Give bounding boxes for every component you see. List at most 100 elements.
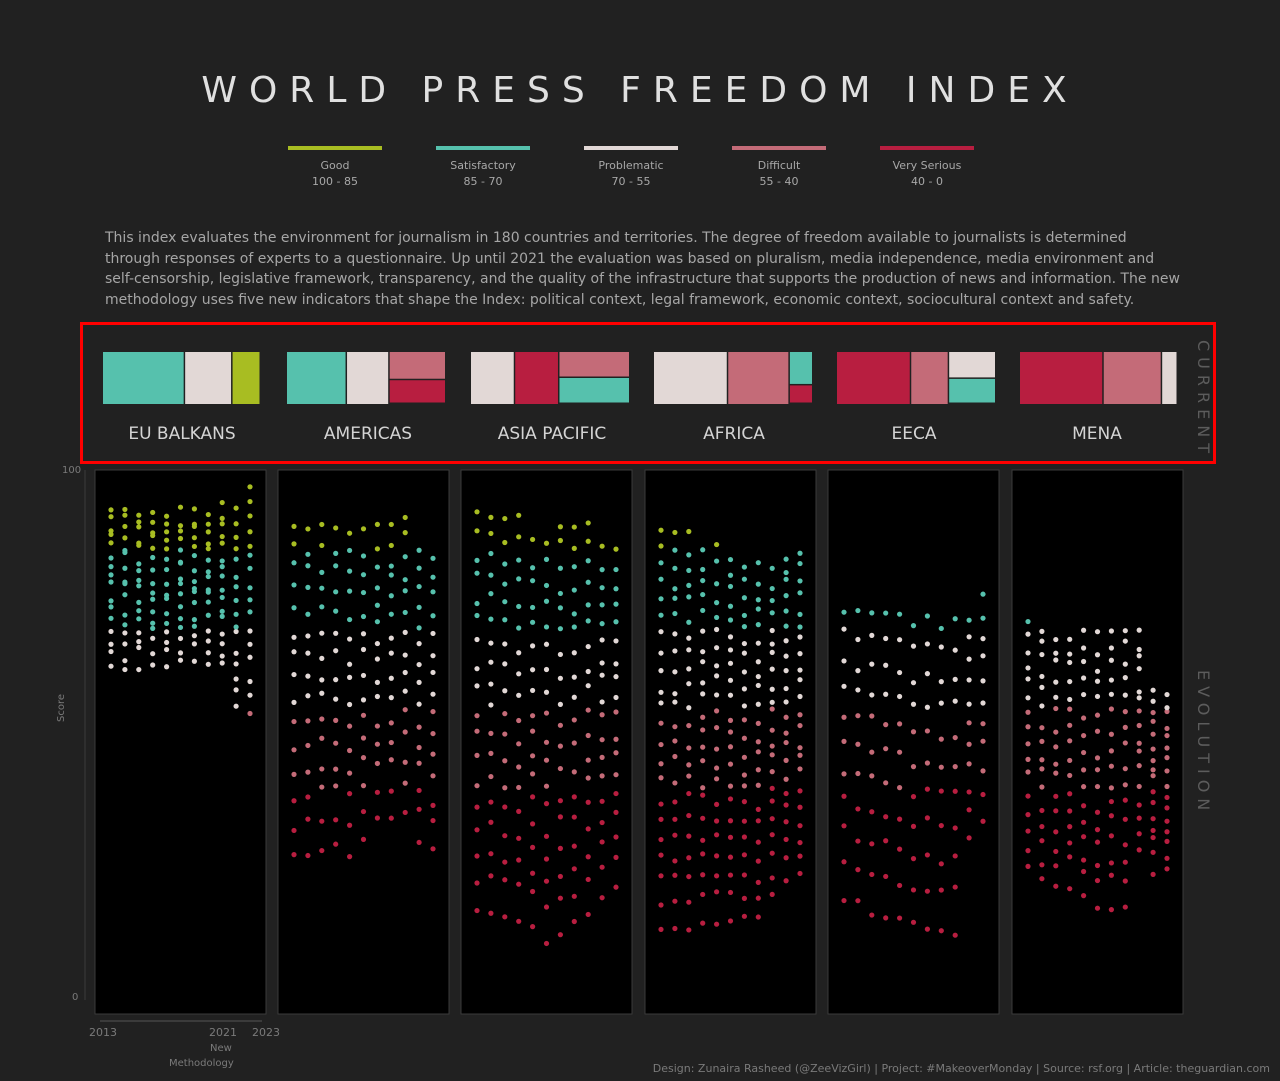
dot-mena-2015	[1053, 808, 1059, 814]
dot-africa-2021	[769, 649, 775, 656]
dot-eu-balkans-2018	[177, 650, 184, 656]
dot-africa-2022	[783, 569, 789, 576]
dot-mena-2020	[1122, 782, 1128, 788]
dot-asia-pacific-2014	[488, 616, 494, 622]
dot-eeca-2013	[841, 897, 847, 904]
dot-eu-balkans-2015	[136, 519, 142, 525]
region-label-asia-pacific[interactable]: ASIA PACIFIC	[497, 424, 607, 444]
dot-asia-pacific-2023	[613, 790, 619, 797]
dot-eu-balkans-2020	[205, 569, 211, 575]
dot-eu-balkans-2018	[177, 591, 184, 597]
dot-africa-2019	[741, 669, 748, 675]
dot-mena-2023	[1164, 855, 1170, 861]
dot-eu-balkans-2017	[164, 592, 170, 598]
dot-mena-2016	[1067, 757, 1073, 764]
region-label-mena[interactable]: MENA	[1072, 424, 1122, 444]
dot-africa-2017	[714, 692, 720, 698]
dot-asia-pacific-2022	[599, 621, 605, 627]
dot-eu-balkans-2021	[219, 573, 225, 579]
dot-eu-balkans-2019	[191, 568, 197, 574]
dot-asia-pacific-2020	[571, 717, 577, 723]
dot-mena-2022	[1150, 687, 1156, 693]
dot-africa-2017	[714, 673, 720, 679]
dot-asia-pacific-2021	[585, 538, 591, 544]
dot-africa-2022	[783, 739, 789, 746]
dot-asia-pacific-2023	[613, 661, 619, 667]
dot-eeca-2015	[869, 632, 875, 638]
dot-eeca-2018	[910, 701, 917, 707]
dot-asia-pacific-2023	[613, 750, 619, 756]
dot-africa-2013	[658, 700, 664, 706]
dot-eu-balkans-2017	[164, 664, 170, 670]
dot-africa-2021	[769, 816, 775, 822]
dot-africa-2019	[741, 703, 748, 709]
dot-mena-2017	[1081, 732, 1087, 739]
dot-americas-2019	[374, 619, 380, 625]
dot-asia-pacific-2018	[543, 689, 550, 695]
dot-asia-pacific-2017	[530, 604, 536, 611]
dot-asia-pacific-2018	[543, 641, 550, 647]
dot-eeca-2020	[938, 625, 944, 632]
dot-mena-2015	[1053, 848, 1059, 855]
dot-africa-2016	[700, 744, 706, 750]
dot-mena-2013	[1025, 828, 1031, 834]
dot-mena-2023	[1164, 725, 1170, 732]
dot-eeca-2021	[952, 698, 958, 704]
treemap-asia-pacific	[471, 352, 629, 404]
dot-eeca-2022	[966, 761, 972, 767]
dot-mena-2015	[1053, 650, 1059, 656]
dot-asia-pacific-2014	[488, 640, 494, 646]
dot-africa-2018	[727, 660, 734, 666]
dot-asia-pacific-2023	[613, 546, 619, 552]
dot-americas-2018	[360, 808, 367, 815]
dot-americas-2016	[333, 525, 339, 531]
dot-eeca-2016	[883, 691, 889, 697]
dot-africa-2023	[797, 712, 803, 718]
dot-africa-2021	[769, 565, 775, 571]
dot-africa-2019	[741, 640, 748, 647]
dot-asia-pacific-2018	[543, 757, 550, 763]
dot-asia-pacific-2017	[530, 771, 536, 777]
dot-africa-2021	[769, 610, 775, 616]
dot-eeca-2020	[938, 700, 944, 706]
dot-africa-2017	[714, 818, 720, 824]
dot-africa-2013	[658, 596, 664, 602]
dot-asia-pacific-2014	[488, 550, 494, 557]
dot-eu-balkans-2022	[233, 661, 239, 667]
dot-mena-2014	[1039, 673, 1045, 680]
legend-range-problematic: 70 - 55	[611, 175, 651, 188]
dot-africa-2018	[727, 744, 734, 750]
dot-eu-balkans-2015	[136, 577, 142, 583]
evolution-panel-americas	[277, 469, 450, 1015]
dot-asia-pacific-2016	[516, 857, 522, 863]
dot-mena-2023	[1164, 829, 1170, 835]
dot-asia-pacific-2018	[543, 833, 550, 839]
dot-mena-2017	[1081, 627, 1087, 633]
dot-africa-2021	[769, 832, 775, 838]
dot-asia-pacific-2016	[516, 557, 522, 563]
dot-eu-balkans-2015	[136, 568, 142, 574]
dot-africa-2019	[741, 799, 748, 805]
dot-americas-2017	[347, 791, 353, 797]
dot-asia-pacific-2020	[571, 624, 577, 630]
dot-mena-2015	[1053, 694, 1059, 700]
dot-eeca-2017	[897, 785, 903, 791]
dot-africa-2014	[672, 753, 678, 760]
region-label-eu-balkans[interactable]: EU BALKANS	[128, 424, 236, 444]
dot-asia-pacific-2018	[543, 801, 550, 807]
dot-africa-2016	[700, 714, 706, 720]
dot-mena-2021	[1136, 627, 1142, 633]
dot-eeca-2013	[841, 738, 847, 744]
region-label-africa[interactable]: AFRICA	[703, 424, 765, 444]
dot-americas-2022	[416, 839, 422, 846]
dot-eu-balkans-2020	[205, 661, 211, 667]
dot-africa-2018	[727, 634, 734, 640]
dot-mena-2022	[1150, 758, 1156, 764]
region-label-eeca[interactable]: EECA	[891, 424, 937, 444]
dot-africa-2018	[727, 872, 734, 878]
dot-americas-2019	[374, 656, 380, 662]
region-label-americas[interactable]: AMERICAS	[323, 424, 413, 444]
dot-mena-2023	[1164, 794, 1170, 801]
treemap-eeca	[837, 352, 995, 404]
dot-africa-2017	[714, 746, 720, 752]
